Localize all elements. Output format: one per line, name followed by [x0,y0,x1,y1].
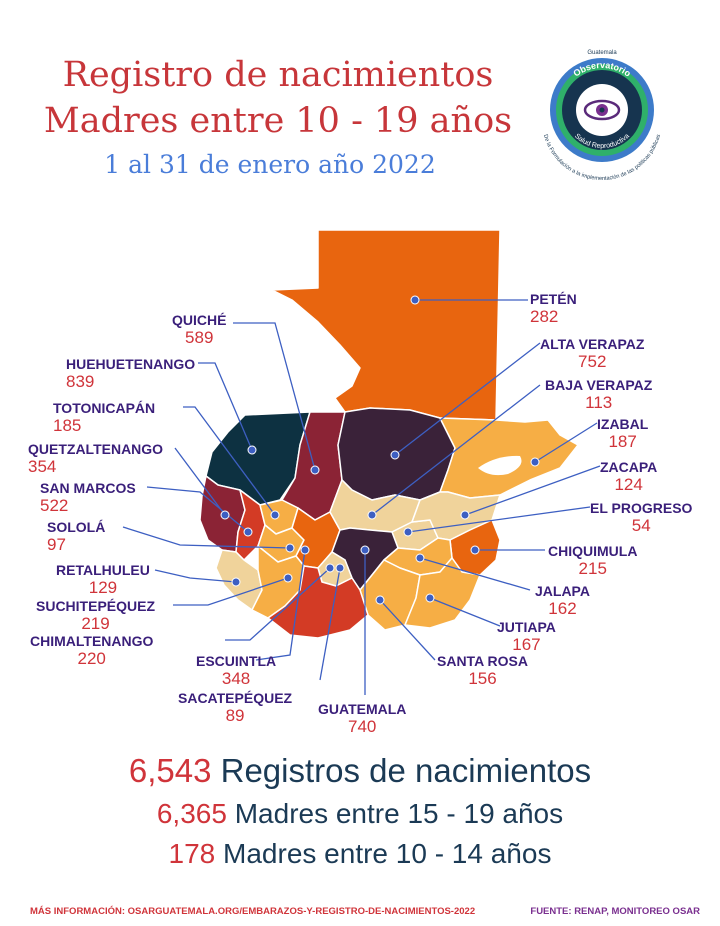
map-escuintla [267,565,369,639]
footer-source: FUENTE: RENAP, MONITOREO OSAR [530,906,700,917]
summary-total: 6,543 Registros de nacimientos [128,752,592,789]
label-suchitepequez: SUCHITEPÉQUEZ 219 [36,598,156,633]
label-izabal: IZABAL 187 [597,416,649,451]
label-solola: SOLOLÁ 97 [47,519,106,554]
label-el-progreso: EL PROGRESO 54 [590,500,693,535]
label-santa-rosa: SANTA ROSA 156 [437,653,528,688]
label-san-marcos: SAN MARCOS 522 [40,480,136,515]
map-lake-izabal [478,455,522,476]
footer-more-info: MÁS INFORMACIÓN: OSARGUATEMALA.ORG/EMBAR… [30,906,476,917]
label-zacapa: ZACAPA 124 [600,459,658,494]
title-line-1: Registro de nacimientos [62,55,494,95]
label-quiche: QUICHÉ 589 [172,312,227,347]
summary-10-14: 178 Madres entre 10 - 14 años [168,838,552,869]
label-sacatepequez: SACATEPÉQUEZ 89 [178,690,293,725]
title-line-2: Madres entre 10 - 19 años [43,101,513,141]
label-jutiapa: JUTIAPA 167 [497,619,556,654]
eye-icon [583,99,621,121]
label-jalapa: JALAPA 162 [535,583,590,618]
observatorio-logo: Observatorio Salud Reproductiva Guatemal… [542,50,662,180]
subtitle: 1 al 31 de enero año 2022 [104,150,436,179]
label-escuintla: ESCUINTLA 348 [196,653,277,688]
label-totonicapan: TOTONICAPÁN 185 [53,400,156,435]
label-huehuetenango: HUEHUETENANGO 839 [66,356,196,391]
logo-top-text: Guatemala [587,50,617,56]
label-quetzaltenango: QUETZALTENANGO 354 [28,441,164,476]
label-peten: PETÉN 282 [530,291,577,326]
label-baja-verapaz: BAJA VERAPAZ 113 [545,377,653,412]
summary-15-19: 6,365 Madres entre 15 - 19 años [156,798,564,829]
label-guatemala: GUATEMALA 740 [318,701,407,736]
label-chiquimula: CHIQUIMULA 215 [548,543,638,578]
map-peten [271,229,501,421]
label-alta-verapaz: ALTA VERAPAZ 752 [540,336,645,371]
label-retalhuleu: RETALHULEU 129 [56,562,150,597]
label-chimaltenango: CHIMALTENANGO 220 [30,633,154,668]
title: Registro de nacimientos Madres entre 10 … [28,52,528,144]
